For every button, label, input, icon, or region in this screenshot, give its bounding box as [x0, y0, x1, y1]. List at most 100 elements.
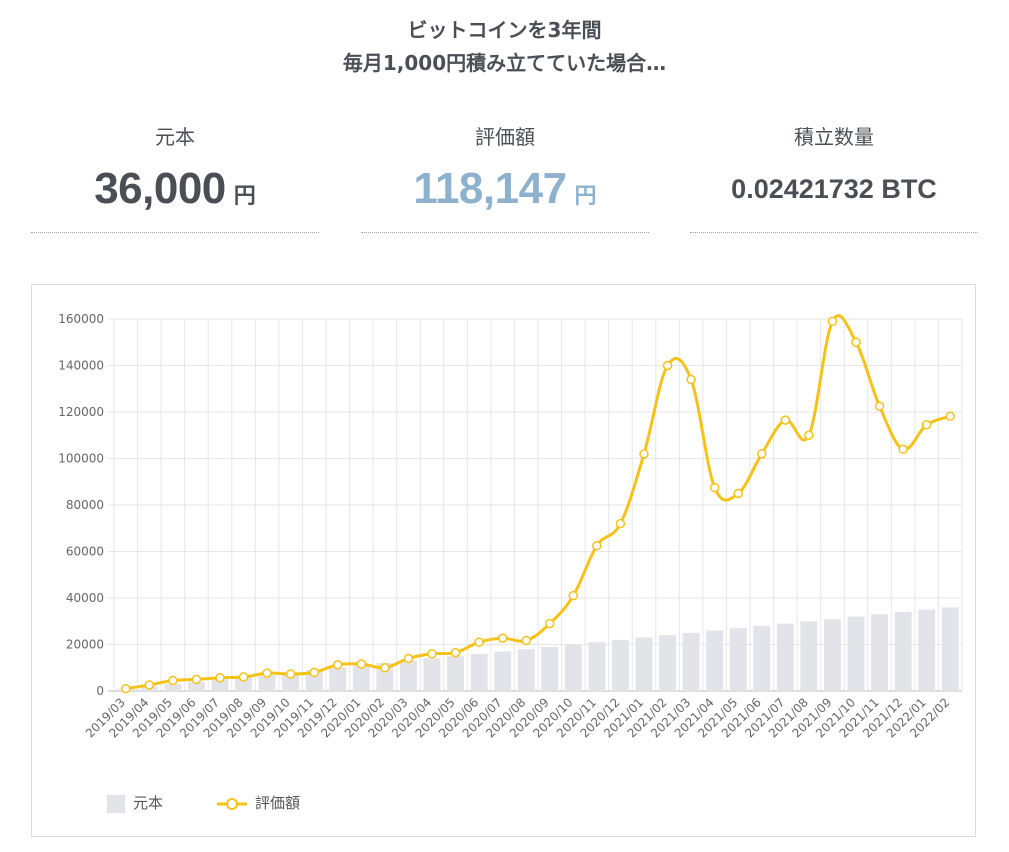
point-valuation [427, 649, 437, 659]
stat-principal-value-wrap: 36,000 円 [31, 164, 319, 214]
bar-principal [376, 663, 394, 691]
y-tick-label: 0 [96, 684, 104, 698]
point-valuation [168, 675, 178, 686]
bar-principal [894, 611, 912, 691]
bar-principal [564, 644, 582, 691]
bar-principal [352, 665, 370, 691]
point-valuation [474, 637, 484, 647]
chart-svg: 0 20000 40000 60000 80000 100000 120000 140000 1… [58, 312, 963, 740]
point-valuation [592, 540, 602, 551]
point-valuation [356, 659, 367, 669]
point-valuation [121, 683, 131, 694]
point-valuation [662, 360, 673, 371]
point-valuation [615, 518, 626, 529]
legend-item-principal[interactable]: 元本 [107, 790, 163, 816]
point-valuation [757, 449, 767, 459]
point-valuation [804, 430, 814, 440]
stat-principal-unit: 円 [233, 184, 256, 209]
point-valuation [545, 618, 555, 629]
point-valuation [262, 668, 272, 678]
stat-quantity-value: 0.02421732 BTC [731, 174, 937, 204]
bar-principal [494, 651, 512, 691]
bar-principal [800, 621, 818, 691]
point-valuation [639, 449, 649, 459]
point-valuation [285, 669, 296, 679]
point-valuation [521, 635, 531, 646]
point-valuation [333, 659, 343, 670]
bar-principal [659, 635, 677, 691]
headline: ビットコインを3年間 毎月1,000円積み立てていた場合… [0, 14, 1009, 80]
legend-label-principal: 元本 [133, 794, 164, 812]
bar-principal [470, 653, 488, 691]
stat-quantity-value-wrap: 0.02421732 BTC [690, 164, 978, 214]
point-valuation [898, 444, 908, 454]
legend-line-swatch [217, 795, 247, 813]
point-valuation [215, 672, 225, 683]
y-tick-label: 20000 [66, 638, 104, 652]
bar-principal [729, 628, 747, 691]
bar-principal [258, 674, 276, 691]
stat-quantity: 積立数量 0.02421732 BTC [690, 122, 978, 233]
stat-quantity-divider [690, 232, 978, 233]
point-valuation [827, 316, 838, 327]
bar-principal [847, 616, 865, 691]
y-tick-label: 100000 [58, 452, 104, 466]
bar-principal [517, 649, 535, 691]
bar-principal [235, 677, 253, 691]
bar-principal [447, 656, 465, 691]
bar-principal [682, 632, 700, 691]
bar-principal [305, 670, 323, 691]
point-valuation [380, 663, 390, 673]
point-valuation [733, 488, 743, 499]
y-tick-label: 160000 [58, 312, 104, 326]
headline-line1: ビットコインを3年間 [407, 18, 602, 42]
bar-principal [635, 637, 653, 691]
point-valuation [191, 674, 202, 685]
legend-item-valuation[interactable]: 評価額 [217, 790, 300, 816]
y-tick-label: 140000 [58, 359, 104, 373]
point-valuation [945, 411, 955, 422]
point-valuation [780, 415, 791, 425]
stat-quantity-label: 積立数量 [794, 125, 874, 149]
point-valuation [403, 653, 414, 664]
point-valuation [309, 667, 319, 678]
bar-principal [611, 639, 629, 691]
stat-valuation-label: 評価額 [475, 125, 535, 149]
stat-valuation-unit: 円 [574, 184, 597, 209]
bar-principal [541, 646, 559, 691]
bar-principal [753, 625, 771, 691]
stat-valuation-value: 118,147 [413, 164, 567, 213]
bar-principal [187, 681, 205, 691]
bar-principal [918, 609, 936, 691]
bar-principal [423, 658, 441, 691]
bar-principal [211, 679, 229, 691]
chart-container: 0 20000 40000 60000 80000 100000 120000 140000 1… [31, 284, 976, 837]
point-valuation [709, 482, 720, 493]
y-tick-label: 120000 [58, 405, 104, 419]
headline-line2: 毎月1,000円積み立てていた場合… [342, 51, 667, 75]
bar-principal [706, 630, 724, 691]
bar-principal [871, 614, 889, 691]
stat-valuation-value-wrap: 118,147 円 [361, 164, 649, 214]
stat-valuation-divider [361, 232, 649, 233]
point-valuation [686, 374, 696, 385]
bar-principal [588, 642, 606, 691]
point-valuation [921, 420, 932, 430]
point-valuation [450, 647, 461, 658]
point-valuation [238, 672, 249, 682]
bar-principal [776, 623, 794, 691]
y-tick-label: 40000 [66, 591, 104, 605]
y-tick-label: 80000 [66, 498, 104, 512]
stat-principal-divider [31, 232, 319, 233]
bar-principal [941, 607, 959, 691]
point-valuation [851, 337, 861, 347]
stat-principal-value: 36,000 [94, 164, 226, 213]
stat-principal: 元本 36,000 円 [31, 122, 319, 233]
point-valuation [497, 633, 508, 643]
bar-principal [282, 672, 300, 691]
point-valuation [568, 590, 579, 601]
y-tick-label: 60000 [66, 545, 104, 559]
point-valuation [874, 401, 885, 411]
bar-principal [164, 684, 182, 691]
legend-label-valuation: 評価額 [255, 794, 301, 812]
